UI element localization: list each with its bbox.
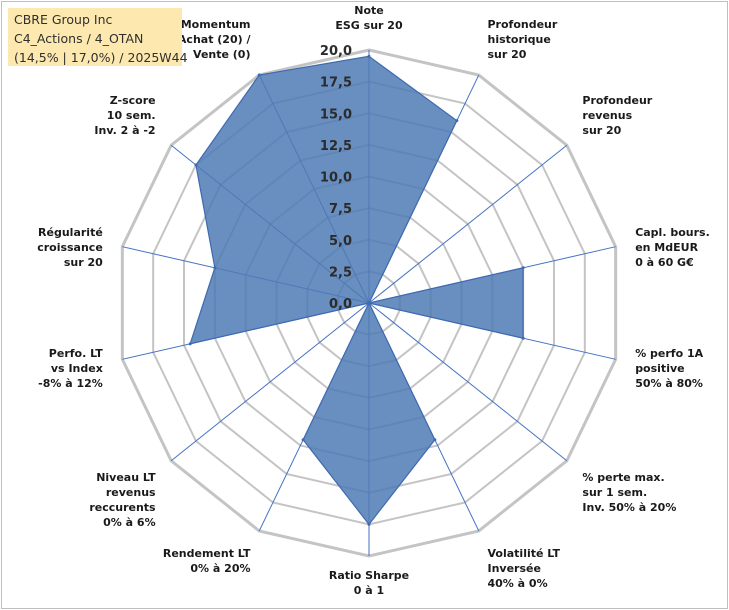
axis-label: % perfo 1A positive 50% à 80% [635, 347, 703, 390]
axis-label-line: Note [354, 4, 383, 17]
axis-label-line: % perfo 1A [635, 347, 703, 360]
axis-label-line: historique [488, 33, 551, 46]
title-stats: (14,5% | 17,0%) / 2025W44 [14, 50, 188, 65]
axis-label-line: -8% à 12% [38, 377, 103, 390]
axis-label-line: revenus [582, 109, 632, 122]
axis-label: Volatilité LT Inversée 40% à 0% [488, 547, 561, 590]
axis-label-line: 0 à 60 G€ [635, 256, 694, 269]
axis-label-line: sur 20 [582, 124, 621, 137]
axis-label: Profondeur historique sur 20 [488, 18, 558, 61]
axis-label: Capl. bours. en MdEUR 0 à 60 G€ [635, 226, 710, 269]
axis-spoke [170, 302, 370, 462]
axis-label-line: Volatilité LT [488, 547, 561, 560]
tick-label: 17,5 [320, 76, 352, 91]
tick-label: 20,0 [320, 44, 352, 59]
data-point [367, 301, 371, 305]
axis-label-line: 0 à 1 [354, 584, 384, 597]
axis-label: Ratio Sharpe 0 à 1 [329, 569, 409, 597]
axis-label-line: Z-score [110, 94, 156, 107]
axis-label-line: Inversée [488, 562, 541, 575]
axis-label-line: positive [635, 362, 684, 375]
data-point [257, 73, 261, 77]
data-point [455, 119, 459, 123]
axis-label-line: sur 1 sem. [582, 486, 647, 499]
axis-label: % perte max. sur 1 sem. Inv. 50% à 20% [582, 471, 676, 514]
axis-label: Momentum Achat (20) / Vente (0) [178, 18, 252, 61]
axis-label-line: Régularité [38, 226, 103, 239]
tick-label: 15,0 [320, 107, 352, 122]
data-point [301, 438, 305, 442]
data-point [367, 522, 371, 526]
series-area [189, 55, 524, 526]
axis-label-line: en MdEUR [635, 241, 698, 254]
axis-label-line: 0% à 20% [190, 562, 250, 575]
axis-label-line: revenus [106, 486, 156, 499]
axis-label-line: Capl. bours. [635, 226, 710, 239]
axis-label-line: Rendement LT [163, 547, 251, 560]
axis-label-line: reccurents [89, 501, 156, 514]
axis-label-line: 50% à 80% [635, 377, 703, 390]
tick-label: 0,0 [329, 297, 352, 312]
tick-label: 5,0 [329, 234, 352, 249]
data-point [213, 266, 217, 270]
tick-label: 10,0 [320, 171, 352, 186]
data-point [521, 336, 525, 340]
axis-labels: Note ESG sur 20 Profondeur historique sur 20… [37, 4, 710, 597]
axis-label: Rendement LT 0% à 20% [163, 547, 251, 575]
data-point [521, 266, 525, 270]
data-point [188, 342, 192, 346]
data-point [194, 163, 198, 167]
axis-label-line: Profondeur [488, 18, 558, 31]
radial-tick-labels: 0,0 2,5 5,0 7,5 10,0 12,5 15,0 17,5 20,0 [320, 44, 352, 312]
axis-label: Z-score 10 sem. Inv. 2 à -2 [94, 94, 155, 137]
tick-label: 7,5 [329, 202, 352, 217]
title-company: CBRE Group Inc [14, 12, 113, 27]
axis-label-line: Vente (0) [193, 48, 250, 61]
axis-label-line: Niveau LT [96, 471, 156, 484]
axis-label: Perfo. LT vs Index -8% à 12% [38, 347, 103, 390]
axis-label: Niveau LT revenus reccurents 0% à 6% [89, 471, 156, 529]
axis-label: Note ESG sur 20 [335, 4, 403, 32]
title-category: C4_Actions / 4_OTAN [14, 31, 144, 46]
data-point [433, 438, 437, 442]
axis-label: Profondeur revenus sur 20 [582, 94, 652, 137]
axis-spoke [368, 144, 568, 304]
axis-label-line: sur 20 [488, 48, 527, 61]
title-box: CBRE Group Inc C4_Actions / 4_OTAN (14,5… [8, 8, 188, 66]
axis-label-line: Profondeur [582, 94, 652, 107]
axis-label-line: Ratio Sharpe [329, 569, 409, 582]
axis-label-line: vs Index [51, 362, 103, 375]
axis-label-line: Momentum [181, 18, 251, 31]
tick-label: 12,5 [320, 139, 352, 154]
axis-label-line: ESG sur 20 [335, 19, 403, 32]
axis-label-line: 0% à 6% [103, 516, 155, 529]
axis-label-line: Inv. 50% à 20% [582, 501, 676, 514]
axis-label-line: Inv. 2 à -2 [94, 124, 155, 137]
axis-label-line: % perte max. [582, 471, 664, 484]
axis-label-line: 40% à 0% [488, 577, 548, 590]
axis-label-line: croissance [37, 241, 103, 254]
axis-label: Régularité croissance sur 20 [37, 226, 103, 269]
axis-label-line: sur 20 [64, 256, 103, 269]
tick-label: 2,5 [329, 265, 352, 280]
axis-label-line: 10 sem. [107, 109, 156, 122]
axis-spoke [368, 302, 568, 462]
radar-series [188, 54, 525, 526]
axis-label-line: Achat (20) / [178, 33, 252, 46]
data-point [367, 54, 371, 58]
axis-label-line: Perfo. LT [49, 347, 103, 360]
